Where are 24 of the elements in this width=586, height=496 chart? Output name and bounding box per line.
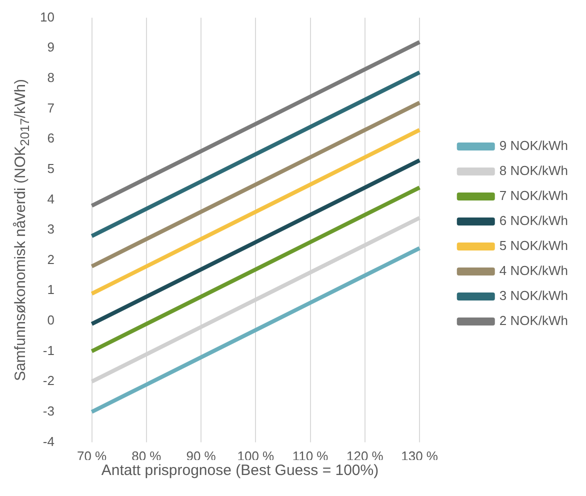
legend-label: 6 NOK/kWh [499,213,568,228]
legend-label: 7 NOK/kWh [499,188,568,204]
y-tick-label: 0 [47,312,54,328]
y-tick-label: 7 [47,100,54,116]
y-tick-label: 3 [47,222,54,237]
y-tick-label: 1 [47,282,54,298]
y-tick-label: 4 [47,191,54,206]
legend-label: 9 NOK/kWh [499,138,568,154]
y-tick-label: 9 [47,40,54,55]
legend-label: 4 NOK/kWh [499,263,568,278]
y-tick-label: 10 [40,9,54,24]
y-tick-label: -3 [42,403,54,418]
legend-label: 5 NOK/kWh [499,238,568,254]
legend-label: 2 NOK/kWh [499,313,568,328]
legend-label: 8 NOK/kWh [499,163,568,178]
y-tick-label: -2 [42,373,54,388]
x-axis-title: Antatt prisprognose (Best Guess = 100%) [100,462,380,479]
y-tick-label: 5 [47,160,54,176]
y-tick-label: -4 [42,434,54,449]
y-tick-label: 2 [47,252,54,267]
y-tick-label: 8 [47,70,54,86]
y-tick-label: 6 [47,130,54,146]
legend-label: 3 NOK/kWh [499,288,568,304]
y-tick-label: -1 [42,342,54,358]
